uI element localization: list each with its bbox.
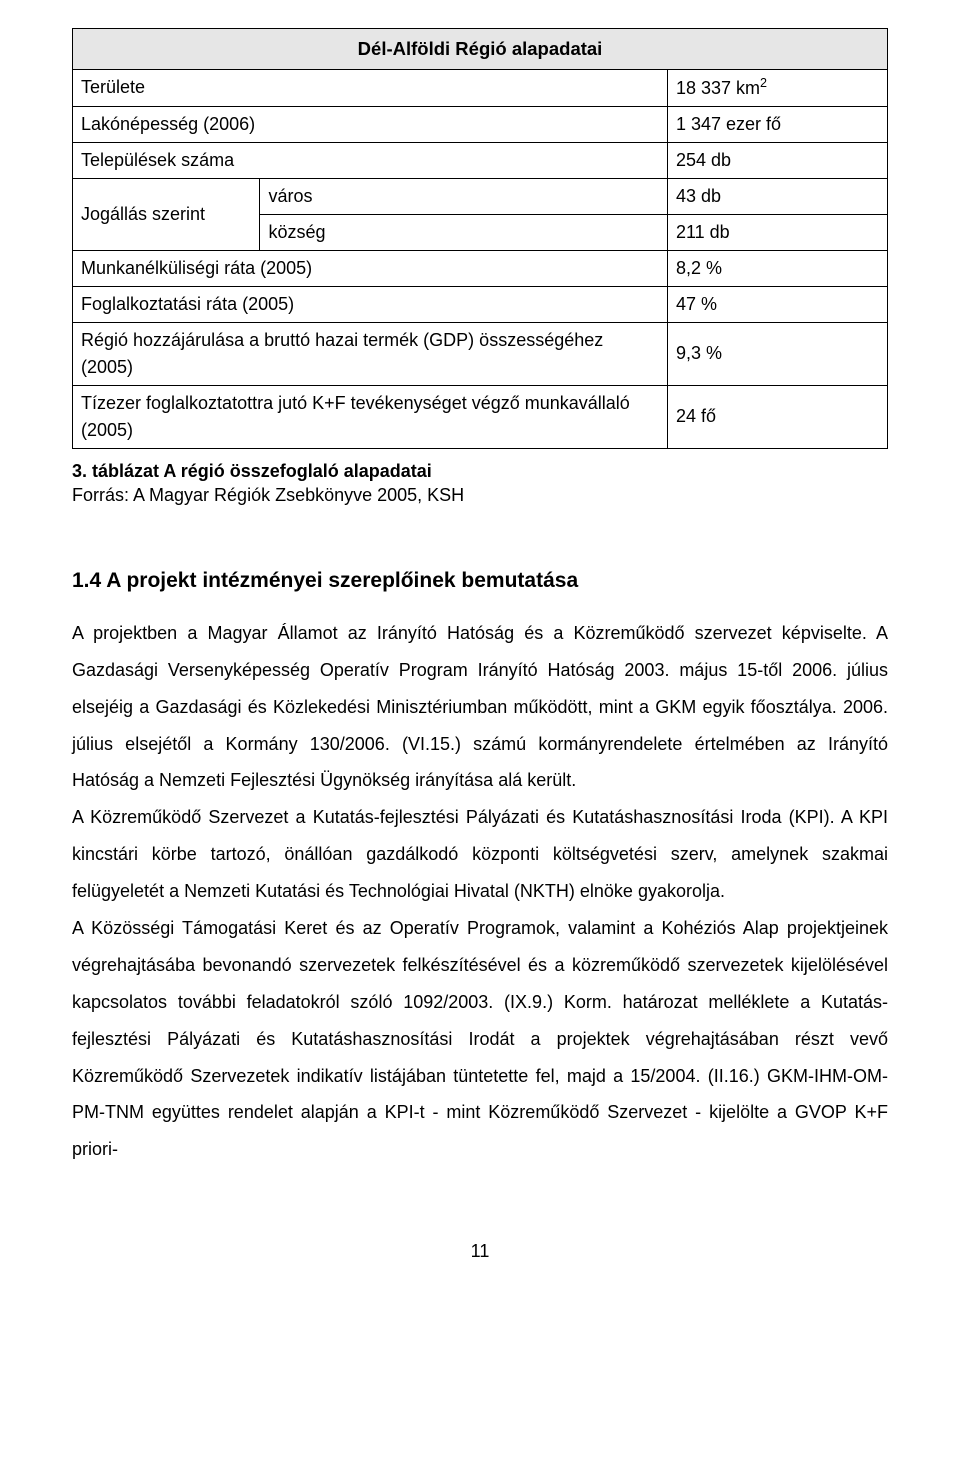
row-sub-label: község <box>260 214 668 250</box>
table-row: Tízezer foglalkoztatottra jutó K+F tevék… <box>73 385 888 448</box>
table-row: Régió hozzájárulása a bruttó hazai termé… <box>73 322 888 385</box>
table-row: Települések száma 254 db <box>73 142 888 178</box>
row-value: 47 % <box>667 286 887 322</box>
table-row: Lakónépesség (2006) 1 347 ezer fő <box>73 106 888 142</box>
row-value: 8,2 % <box>667 250 887 286</box>
table-row: Jogállás szerint város 43 db <box>73 178 888 214</box>
row-value: 9,3 % <box>667 322 887 385</box>
row-sub-label: város <box>260 178 668 214</box>
region-data-table: Dél-Alföldi Régió alapadatai Területe 18… <box>72 28 888 449</box>
caption-title: 3. táblázat A régió összefoglaló alapada… <box>72 461 432 481</box>
row-label: Régió hozzájárulása a bruttó hazai termé… <box>73 322 668 385</box>
row-value: 1 347 ezer fő <box>667 106 887 142</box>
row-label: Foglalkoztatási ráta (2005) <box>73 286 668 322</box>
body-paragraph: A Közreműködő Szervezet a Kutatás-fejles… <box>72 799 888 910</box>
table-row: Munkanélküliségi ráta (2005) 8,2 % <box>73 250 888 286</box>
row-label: Területe <box>73 69 668 106</box>
row-value: 254 db <box>667 142 887 178</box>
row-value: 18 337 km2 <box>667 69 887 106</box>
body-paragraph: A projektben a Magyar Államot az Irányít… <box>72 615 888 799</box>
table-row: Foglalkoztatási ráta (2005) 47 % <box>73 286 888 322</box>
row-label: Lakónépesség (2006) <box>73 106 668 142</box>
table-header-row: Dél-Alföldi Régió alapadatai <box>73 29 888 70</box>
body-paragraph: A Közösségi Támogatási Keret és az Opera… <box>72 910 888 1168</box>
row-value: 211 db <box>667 214 887 250</box>
caption-source: Forrás: A Magyar Régiók Zsebkönyve 2005,… <box>72 485 464 505</box>
row-value: 43 db <box>667 178 887 214</box>
row-label: Tízezer foglalkoztatottra jutó K+F tevék… <box>73 385 668 448</box>
table-caption: 3. táblázat A régió összefoglaló alapada… <box>72 459 888 508</box>
section-heading: 1.4 A projekt intézményei szereplőinek b… <box>72 565 888 597</box>
row-label: Települések száma <box>73 142 668 178</box>
row-label: Munkanélküliségi ráta (2005) <box>73 250 668 286</box>
row-value: 24 fő <box>667 385 887 448</box>
table-header: Dél-Alföldi Régió alapadatai <box>73 29 888 70</box>
page-number: 11 <box>72 1238 888 1265</box>
row-group-label: Jogállás szerint <box>73 178 260 250</box>
table-row: Területe 18 337 km2 <box>73 69 888 106</box>
